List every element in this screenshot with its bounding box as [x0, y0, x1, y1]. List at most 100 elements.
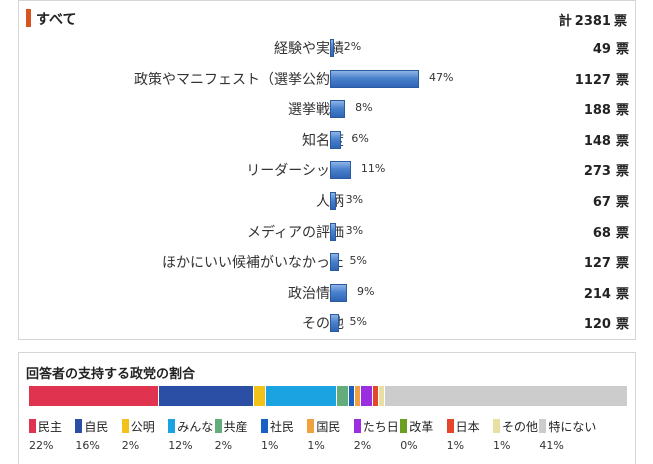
legend-swatch — [121, 419, 129, 433]
legend-percent: 2% — [121, 439, 140, 452]
legend-swatch — [168, 419, 176, 433]
bar — [330, 161, 351, 180]
legend-label: 共産 — [223, 420, 248, 434]
vote-unit: 票 — [615, 164, 629, 180]
bar-vote-count: 188 票 — [584, 99, 629, 118]
bar-row: ほかにいい候補がいなかった 5% 127 票 — [19, 250, 637, 272]
bar-percent-label: 5% — [349, 254, 367, 268]
vote-unit: 票 — [615, 133, 629, 149]
vote-number: 49 — [592, 42, 611, 57]
total-count: 2381 — [574, 14, 611, 29]
legend-swatch — [29, 419, 36, 433]
vote-number: 67 — [592, 195, 611, 210]
bar-vote-count: 67 票 — [593, 191, 629, 210]
vote-unit: 票 — [615, 42, 629, 57]
party-segment — [361, 386, 373, 406]
bar-vote-count: 273 票 — [584, 160, 629, 179]
bar-row: 知名度 6% 148 票 — [19, 128, 637, 150]
bar — [330, 130, 342, 149]
party-segment — [349, 386, 356, 406]
legend-percent: 1% — [307, 439, 325, 452]
bar-percent-label: 3% — [345, 223, 364, 237]
bar — [330, 314, 340, 333]
legend-label: 社民 — [270, 420, 295, 434]
bar-row: 政治情勢 9% 214 票 — [19, 281, 637, 303]
vote-number: 188 — [583, 103, 611, 119]
total-votes: 計 2381 票 — [556, 10, 627, 29]
legend-label: 民主 — [38, 420, 63, 434]
legend-percent: 41% — [539, 439, 564, 452]
bar-vote-count: 49 票 — [593, 38, 629, 57]
legend-percent: 2% — [214, 439, 233, 452]
party-segment — [372, 386, 379, 406]
bar-vote-count: 127 票 — [584, 252, 629, 271]
legend-percent: 0% — [400, 439, 418, 452]
vote-unit: 票 — [615, 195, 629, 210]
bar-row: 政策やマニフェスト（選挙公約） 47% 1127 票 — [19, 67, 637, 89]
vote-reason-panel: すべて 計 2381 票 経験や実績 2% 49 票政策やマニフェスト（選挙公約） 47% 1… — [18, 0, 636, 340]
bar — [330, 253, 340, 272]
vote-number: 120 — [583, 317, 611, 333]
bar-category-label: ほかにいい候補がいなかった — [162, 255, 344, 272]
party-legend: 民主 22% 自民 16% 公明 2% みんな 12% 共産 2% 社民 1% 国民 1% たち日 2% 改革 0… — [29, 417, 629, 461]
legend-swatch — [446, 419, 454, 433]
bar-vote-count: 1127 票 — [575, 69, 629, 88]
bar-vote-count: 214 票 — [584, 283, 629, 302]
party-stacked-bar — [29, 386, 628, 406]
bar-percent-label: 5% — [349, 315, 367, 329]
legend-percent: 12% — [168, 439, 193, 452]
total-unit: 票 — [613, 14, 627, 29]
vote-unit: 票 — [615, 103, 629, 119]
party-segment — [355, 386, 362, 406]
bar-percent-label: 47% — [429, 70, 454, 84]
party-support-panel: 回答者の支持する政党の割合 民主 22% 自民 16% 公明 2% みんな 12% 共産 2% 社民… — [18, 352, 636, 464]
vote-unit: 票 — [615, 286, 629, 302]
legend-label: 日本 — [455, 420, 480, 434]
legend-swatch — [261, 419, 268, 433]
bar — [330, 69, 419, 88]
vote-number: 68 — [592, 225, 611, 241]
legend-percent: 2% — [353, 439, 372, 452]
total-prefix: 計 — [558, 14, 572, 29]
legend-label: みんな — [177, 420, 214, 434]
bar-vote-count: 120 票 — [584, 313, 629, 332]
bar-row: その他 5% 120 票 — [19, 311, 637, 333]
bar-percent-label: 3% — [345, 193, 364, 206]
party-segment — [337, 386, 350, 406]
legend-label: 特にない — [548, 420, 597, 434]
bar-row: 選挙戦略 8% 188 票 — [19, 97, 637, 119]
bar-percent-label: 11% — [360, 162, 386, 176]
vote-number: 273 — [583, 164, 611, 180]
legend-percent: 1% — [446, 439, 465, 452]
bar-percent-label: 8% — [355, 101, 373, 115]
legend-label: 国民 — [316, 420, 341, 434]
bar-category-label: 経験や実績 — [274, 41, 344, 57]
legend-swatch — [493, 419, 500, 433]
party-segment — [29, 386, 160, 406]
legend-swatch — [214, 419, 222, 433]
section-title: すべて — [36, 12, 77, 28]
legend-percent: 16% — [75, 439, 100, 452]
legend-label: その他 — [502, 420, 539, 434]
vote-unit: 票 — [615, 256, 629, 272]
party-segment — [378, 386, 385, 406]
legend-swatch — [539, 419, 547, 433]
vote-number: 214 — [583, 286, 611, 302]
legend-swatch — [353, 419, 361, 433]
party-segment — [159, 386, 255, 406]
bar-row: 経験や実績 2% 49 票 — [19, 36, 637, 58]
vote-unit: 票 — [615, 72, 629, 88]
legend-swatch — [75, 419, 83, 433]
bar-percent-label: 6% — [351, 131, 369, 145]
legend-percent: 22% — [29, 439, 54, 452]
vote-unit: 票 — [615, 317, 629, 333]
bar — [330, 39, 334, 57]
bar-category-label: 政策やマニフェスト（選挙公約） — [134, 71, 344, 88]
bar-percent-label: 2% — [343, 40, 362, 53]
party-chart-title: 回答者の支持する政党の割合 — [26, 367, 196, 382]
section-marker — [26, 9, 31, 27]
bar-row: リーダーシップ 11% 273 票 — [19, 158, 637, 180]
bar-category-label: メディアの評価 — [246, 224, 344, 241]
vote-number: 148 — [583, 133, 611, 149]
legend-swatch — [400, 419, 408, 433]
